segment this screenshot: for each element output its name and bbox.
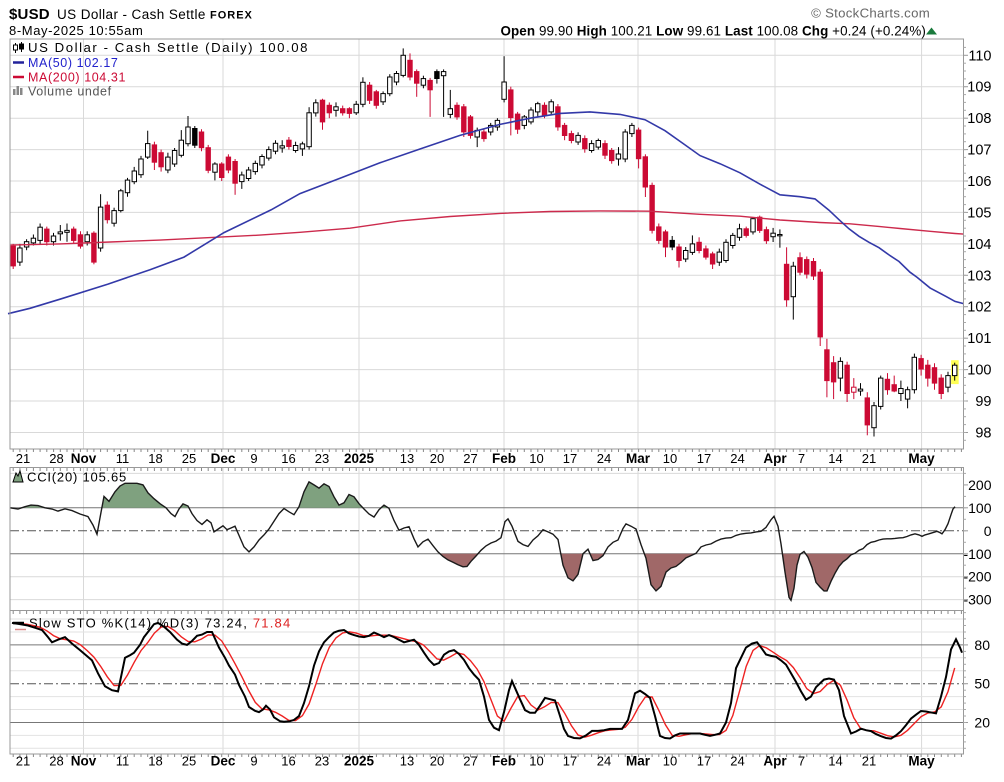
svg-text:24: 24: [597, 754, 611, 769]
svg-text:109: 109: [967, 80, 991, 96]
svg-text:106: 106: [967, 174, 991, 190]
svg-text:Feb: Feb: [492, 451, 516, 466]
svg-text:11: 11: [116, 451, 130, 466]
svg-text:16: 16: [281, 451, 295, 466]
svg-text:18: 18: [148, 754, 162, 769]
svg-text:98: 98: [975, 426, 991, 442]
svg-text:11: 11: [116, 754, 130, 769]
svg-text:10: 10: [529, 754, 543, 769]
svg-text:107: 107: [967, 143, 991, 159]
svg-text:14: 14: [828, 754, 842, 769]
svg-text:10: 10: [663, 451, 677, 466]
svg-text:20: 20: [430, 754, 444, 769]
svg-text:24: 24: [730, 451, 744, 466]
svg-text:103: 103: [967, 268, 991, 284]
svg-text:13: 13: [400, 451, 414, 466]
svg-text:9: 9: [250, 451, 257, 466]
svg-text:25: 25: [182, 754, 196, 769]
svg-text:MA(200) 104.31: MA(200) 104.31: [28, 71, 126, 85]
svg-text:Slow STO %K(14) %D(3) 73.24, 7: Slow STO %K(14) %D(3) 73.24, 71.84: [29, 616, 291, 631]
svg-text:102: 102: [967, 300, 991, 316]
svg-text:-300: -300: [963, 592, 991, 608]
svg-text:May: May: [908, 754, 935, 769]
svg-text:24: 24: [597, 451, 611, 466]
svg-text:0: 0: [984, 523, 992, 539]
svg-text:100: 100: [967, 363, 991, 379]
svg-text:110: 110: [968, 48, 991, 64]
svg-text:13: 13: [400, 754, 414, 769]
svg-text:80: 80: [974, 637, 990, 653]
svg-text:100: 100: [968, 500, 992, 516]
svg-text:17: 17: [697, 451, 711, 466]
svg-text:Apr: Apr: [763, 451, 787, 466]
svg-text:MA(50) 102.17: MA(50) 102.17: [28, 56, 118, 70]
svg-text:108: 108: [967, 111, 991, 127]
svg-text:FOREX: FOREX: [210, 10, 253, 22]
svg-text:Volume undef: Volume undef: [28, 85, 112, 99]
svg-text:21: 21: [16, 451, 30, 466]
svg-text:28: 28: [49, 451, 63, 466]
svg-text:2025: 2025: [344, 754, 375, 769]
svg-text:-100: -100: [963, 546, 991, 562]
svg-text:-200: -200: [963, 569, 991, 585]
svg-text:US Dollar - Cash Settle: US Dollar - Cash Settle: [57, 7, 206, 22]
svg-text:Apr: Apr: [763, 754, 787, 769]
svg-text:Feb: Feb: [492, 754, 516, 769]
svg-text:23: 23: [315, 754, 329, 769]
svg-text:21: 21: [16, 754, 30, 769]
svg-text:CCI(20) 105.65: CCI(20) 105.65: [27, 470, 127, 485]
svg-text:9: 9: [250, 754, 257, 769]
svg-text:99: 99: [975, 394, 991, 410]
svg-text:10: 10: [663, 754, 677, 769]
svg-text:17: 17: [697, 754, 711, 769]
svg-text:Dec: Dec: [211, 754, 236, 769]
svg-text:101: 101: [967, 331, 991, 347]
svg-text:28: 28: [49, 754, 63, 769]
svg-text:Dec: Dec: [211, 451, 236, 466]
svg-text:105: 105: [967, 205, 991, 221]
svg-text:Open 99.90 High 100.21 Low 9: Open 99.90 High 100.21 Low 99.61 Last 10…: [501, 24, 926, 39]
svg-text:17: 17: [563, 451, 577, 466]
svg-text:18: 18: [148, 451, 162, 466]
svg-text:Nov: Nov: [71, 451, 97, 466]
svg-text:Nov: Nov: [71, 754, 97, 769]
svg-text:May: May: [908, 451, 935, 466]
svg-text:7: 7: [798, 451, 805, 466]
svg-text:16: 16: [281, 754, 295, 769]
svg-text:23: 23: [315, 451, 329, 466]
svg-text:$USD: $USD: [9, 6, 50, 23]
svg-text:27: 27: [463, 451, 477, 466]
svg-text:200: 200: [968, 477, 992, 493]
svg-text:7: 7: [798, 754, 805, 769]
svg-text:8-May-2025 10:55am: 8-May-2025 10:55am: [9, 23, 143, 38]
svg-text:© StockCharts.com: © StockCharts.com: [811, 6, 930, 21]
svg-text:Mar: Mar: [626, 754, 651, 769]
svg-text:2025: 2025: [344, 451, 375, 466]
svg-text:10: 10: [529, 451, 543, 466]
svg-text:27: 27: [463, 754, 477, 769]
svg-text:20: 20: [974, 715, 990, 731]
svg-text:Mar: Mar: [626, 451, 651, 466]
svg-text:50: 50: [974, 676, 990, 692]
svg-text:25: 25: [182, 451, 196, 466]
svg-text:US Dollar - Cash Settle (Daily: US Dollar - Cash Settle (Daily) 100.08: [28, 40, 309, 55]
svg-text:14: 14: [828, 451, 842, 466]
svg-text:20: 20: [430, 451, 444, 466]
svg-text:104: 104: [967, 237, 991, 253]
svg-text:21: 21: [862, 754, 876, 769]
svg-text:24: 24: [730, 754, 744, 769]
svg-text:17: 17: [563, 754, 577, 769]
svg-text:21: 21: [862, 451, 876, 466]
